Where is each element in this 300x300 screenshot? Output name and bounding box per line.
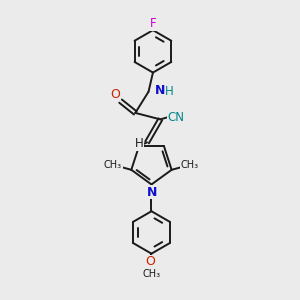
Text: O: O [111,88,121,101]
Text: O: O [145,255,155,268]
Text: H: H [165,85,174,98]
Text: CN: CN [167,110,184,124]
Text: CH₃: CH₃ [142,269,160,279]
Text: N: N [154,84,165,97]
Text: N: N [147,186,157,199]
Text: CH₃: CH₃ [104,160,122,170]
Text: CH₃: CH₃ [181,160,199,170]
Text: H: H [134,137,143,150]
Text: F: F [150,17,156,30]
